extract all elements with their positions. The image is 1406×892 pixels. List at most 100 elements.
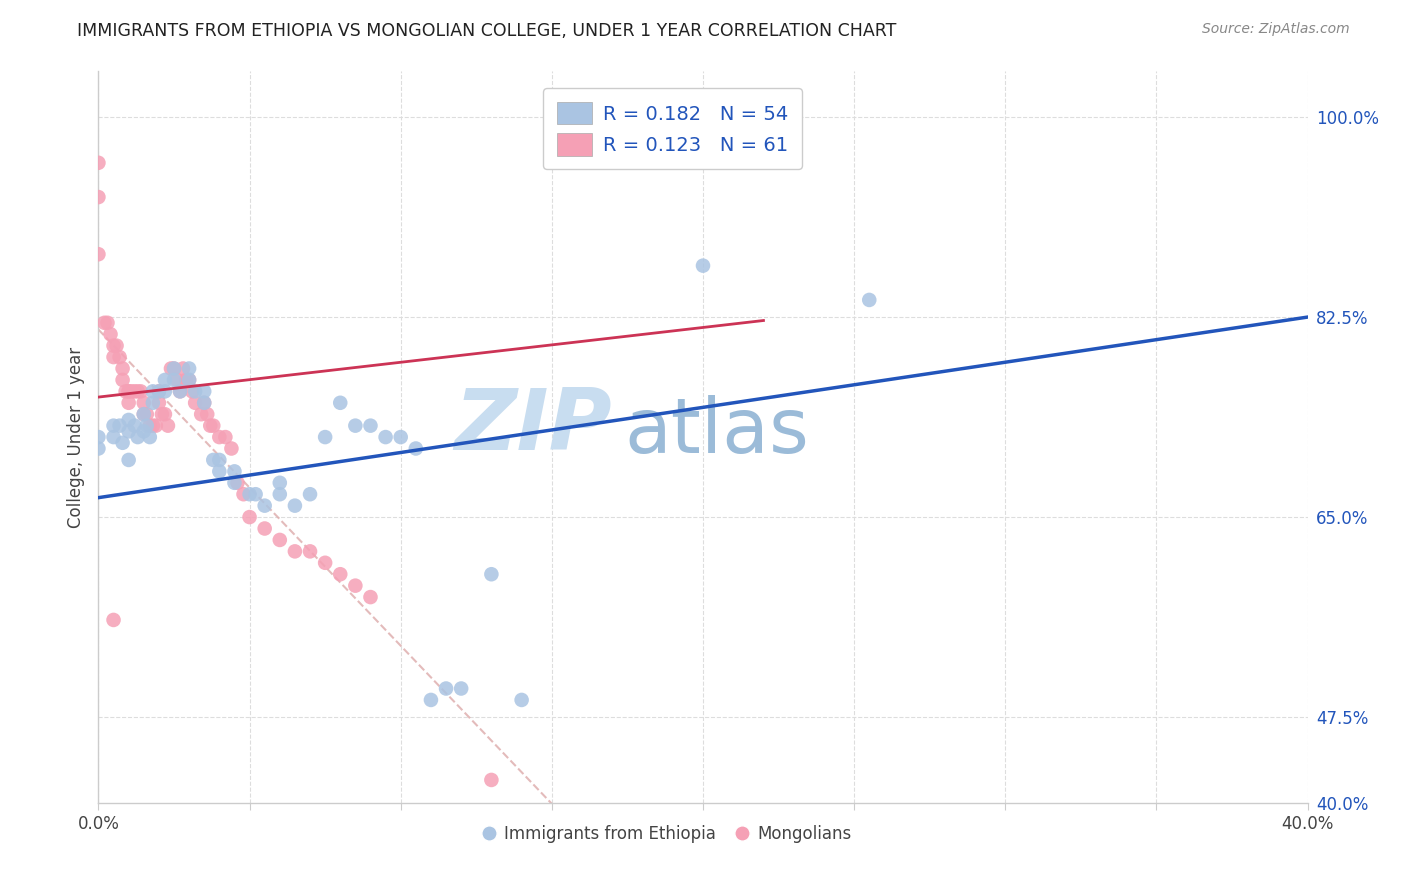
Point	[148, 396, 170, 410]
Point	[160, 361, 183, 376]
Point	[142, 396, 165, 410]
Point	[360, 418, 382, 433]
Point	[360, 590, 382, 604]
Point	[153, 373, 176, 387]
Point	[314, 556, 336, 570]
Point	[181, 384, 204, 399]
Point	[87, 156, 110, 170]
Point	[118, 425, 141, 439]
Point	[405, 442, 427, 456]
Point	[193, 396, 215, 410]
Point	[148, 384, 170, 399]
Point	[284, 544, 307, 558]
Point	[202, 453, 225, 467]
Point	[163, 373, 186, 387]
Point	[253, 499, 276, 513]
Point	[692, 259, 714, 273]
Point	[132, 407, 155, 421]
Point	[105, 338, 128, 352]
Point	[108, 350, 131, 364]
Point	[153, 384, 176, 399]
Point	[87, 430, 110, 444]
Point	[239, 510, 262, 524]
Point	[179, 373, 201, 387]
Point	[150, 407, 173, 421]
Text: Source: ZipAtlas.com: Source: ZipAtlas.com	[1202, 22, 1350, 37]
Point	[284, 499, 307, 513]
Point	[239, 487, 262, 501]
Point	[135, 407, 157, 421]
Point	[329, 567, 352, 582]
Point	[172, 361, 194, 376]
Point	[184, 396, 207, 410]
Point	[87, 442, 110, 456]
Point	[481, 567, 503, 582]
Point	[135, 418, 157, 433]
Point	[163, 361, 186, 376]
Point	[184, 384, 207, 399]
Point	[174, 373, 197, 387]
Point	[344, 418, 367, 433]
Point	[224, 475, 246, 490]
Point	[142, 384, 165, 399]
Point	[118, 413, 141, 427]
Point	[156, 418, 179, 433]
Point	[87, 190, 110, 204]
Point	[124, 384, 146, 399]
Point	[111, 373, 134, 387]
Point	[232, 487, 254, 501]
Point	[214, 430, 236, 444]
Point	[202, 418, 225, 433]
Point	[389, 430, 412, 444]
Point	[118, 396, 141, 410]
Point	[226, 475, 249, 490]
Text: atlas: atlas	[624, 395, 810, 469]
Point	[111, 435, 134, 450]
Point	[124, 418, 146, 433]
Point	[103, 338, 125, 352]
Point	[481, 772, 503, 787]
Point	[87, 247, 110, 261]
Point	[299, 544, 322, 558]
Point	[434, 681, 457, 696]
Point	[190, 407, 212, 421]
Point	[139, 430, 162, 444]
Point	[163, 361, 186, 376]
Point	[114, 384, 136, 399]
Point	[103, 350, 125, 364]
Point	[142, 418, 165, 433]
Point	[118, 453, 141, 467]
Point	[103, 430, 125, 444]
Point	[108, 418, 131, 433]
Point	[111, 361, 134, 376]
Point	[344, 579, 367, 593]
Point	[169, 384, 191, 399]
Point	[145, 418, 167, 433]
Point	[179, 373, 201, 387]
Point	[148, 384, 170, 399]
Point	[103, 613, 125, 627]
Point	[450, 681, 472, 696]
Point	[314, 430, 336, 444]
Point	[121, 384, 143, 399]
Point	[132, 425, 155, 439]
Point	[139, 418, 162, 433]
Point	[858, 293, 880, 307]
Point	[166, 373, 188, 387]
Point	[153, 407, 176, 421]
Legend: Immigrants from Ethiopia, Mongolians: Immigrants from Ethiopia, Mongolians	[475, 818, 858, 849]
Point	[208, 453, 231, 467]
Point	[93, 316, 115, 330]
Point	[200, 418, 222, 433]
Point	[127, 430, 149, 444]
Point	[193, 396, 215, 410]
Point	[299, 487, 322, 501]
Point	[510, 693, 533, 707]
Point	[420, 693, 443, 707]
Point	[129, 384, 152, 399]
Point	[169, 384, 191, 399]
Point	[329, 396, 352, 410]
Text: IMMIGRANTS FROM ETHIOPIA VS MONGOLIAN COLLEGE, UNDER 1 YEAR CORRELATION CHART: IMMIGRANTS FROM ETHIOPIA VS MONGOLIAN CO…	[77, 22, 897, 40]
Point	[179, 361, 201, 376]
Point	[208, 430, 231, 444]
